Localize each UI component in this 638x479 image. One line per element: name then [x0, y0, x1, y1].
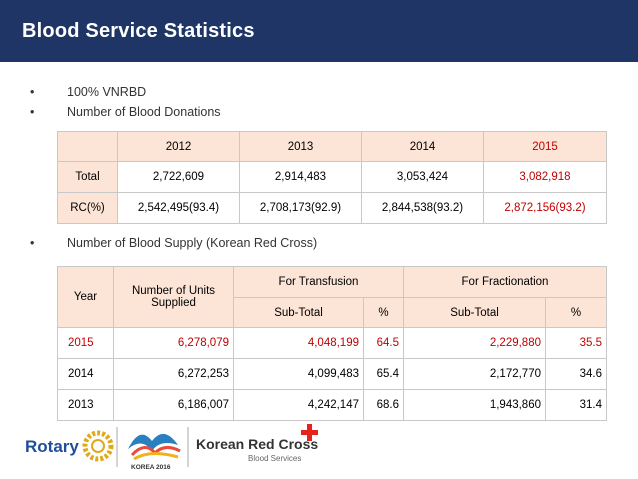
value-cell: 64.5 — [363, 327, 404, 359]
value-cell: 4,048,199 — [233, 327, 364, 359]
data-row: 2015 6,278,079 4,048,199 64.5 2,229,880 35.5 — [57, 327, 607, 359]
bullet: Number of Blood Supply (Korean Red Cross… — [30, 236, 317, 250]
row-label: Total — [57, 161, 118, 193]
data-row: 2013 6,186,007 4,242,147 68.6 1,943,860 31.4 — [57, 389, 607, 421]
korea-logo — [128, 433, 178, 451]
row-label: RC(%) — [57, 192, 118, 224]
corner-cell — [57, 131, 118, 162]
rotary-wheel — [82, 430, 114, 462]
bullet-text: Number of Blood Donations — [67, 105, 221, 119]
value-cell: 6,186,007 — [113, 389, 234, 421]
value-cell: 2,542,495(93.4) — [117, 192, 240, 224]
sub-header: % — [363, 297, 404, 328]
group-header: For Transfusion — [233, 266, 404, 298]
blood-services-text: Blood Services — [248, 454, 301, 463]
value-cell: 6,278,079 — [113, 327, 234, 359]
value-cell: 3,053,424 — [361, 161, 484, 193]
bullet-text: 100% VNRBD — [67, 85, 147, 99]
value-cell: 2,722,609 — [117, 161, 240, 193]
year-header: Year — [57, 266, 114, 328]
value-cell: 2,914,483 — [239, 161, 362, 193]
title-bar — [0, 0, 638, 62]
bullet: 100% VNRBD — [30, 85, 146, 99]
value-cell: 4,242,147 — [233, 389, 364, 421]
rotary-hub — [91, 439, 105, 453]
units-header: Number of Units Supplied — [113, 266, 234, 328]
value-cell: 6,272,253 — [113, 358, 234, 390]
data-row: RC(%) 2,542,495(93.4) 2,708,173(92.9) 2,844… — [57, 192, 607, 224]
value-cell: 65.4 — [363, 358, 404, 390]
year-header: 2014 — [361, 131, 484, 162]
value-cell: 2,872,156(93.2) — [483, 192, 607, 224]
value-cell: 2,229,880 — [403, 327, 546, 359]
group-header: For Fractionation — [403, 266, 607, 298]
value-cell: 68.6 — [363, 389, 404, 421]
slide-title: Blood Service Statistics — [22, 20, 255, 42]
value-cell: 31.4 — [545, 389, 607, 421]
year-header: 2013 — [239, 131, 362, 162]
value-cell: 2,172,770 — [403, 358, 546, 390]
red-cross-text: Korean Red Cross — [196, 436, 318, 452]
year-header: 2012 — [117, 131, 240, 162]
bullet: Number of Blood Donations — [30, 105, 221, 119]
korea-logo — [133, 452, 179, 461]
header-row: Year Number of Units Supplied For Transfus… — [57, 266, 607, 328]
year-header: 2015 — [483, 131, 607, 162]
header-row: Sub-Total% Sub-Total% — [58, 297, 607, 328]
value-cell: 2,844,538(93.2) — [361, 192, 484, 224]
year-cell: 2013 — [57, 389, 114, 421]
rotary-text: Rotary — [25, 437, 79, 456]
value-cell: 34.6 — [545, 358, 607, 390]
value-cell: 2,708,173(92.9) — [239, 192, 362, 224]
korea-text: KOREA 2016 — [131, 464, 171, 471]
value-cell: 1,943,860 — [403, 389, 546, 421]
sub-header: Sub-Total — [233, 297, 364, 328]
year-cell: 2014 — [57, 358, 114, 390]
footer-logos: Rotary KOREA 2016 Korean Red Cross Blood… — [25, 424, 318, 471]
donations-table: 2012 2013 2014 2015 Total 2,722,609 2,914,483 3… — [57, 131, 607, 224]
data-row: 2014 6,272,253 4,099,483 65.4 2,172,770 34.6 — [57, 358, 607, 390]
bullet-text: Number of Blood Supply (Korean Red Cross… — [67, 236, 318, 250]
red-cross-icon — [301, 424, 318, 441]
value-cell: 3,082,918 — [483, 161, 607, 193]
sub-header: % — [545, 297, 607, 328]
value-cell: 4,099,483 — [233, 358, 364, 390]
value-cell: 35.5 — [545, 327, 607, 359]
header-row: 2012 2013 2014 2015 — [57, 131, 607, 162]
data-row: Total 2,722,609 2,914,483 3,053,424 3,082,91… — [57, 161, 607, 193]
year-cell: 2015 — [57, 327, 114, 359]
supply-table: Year Number of Units Supplied For Transfus… — [57, 266, 607, 421]
sub-header: Sub-Total — [403, 297, 546, 328]
